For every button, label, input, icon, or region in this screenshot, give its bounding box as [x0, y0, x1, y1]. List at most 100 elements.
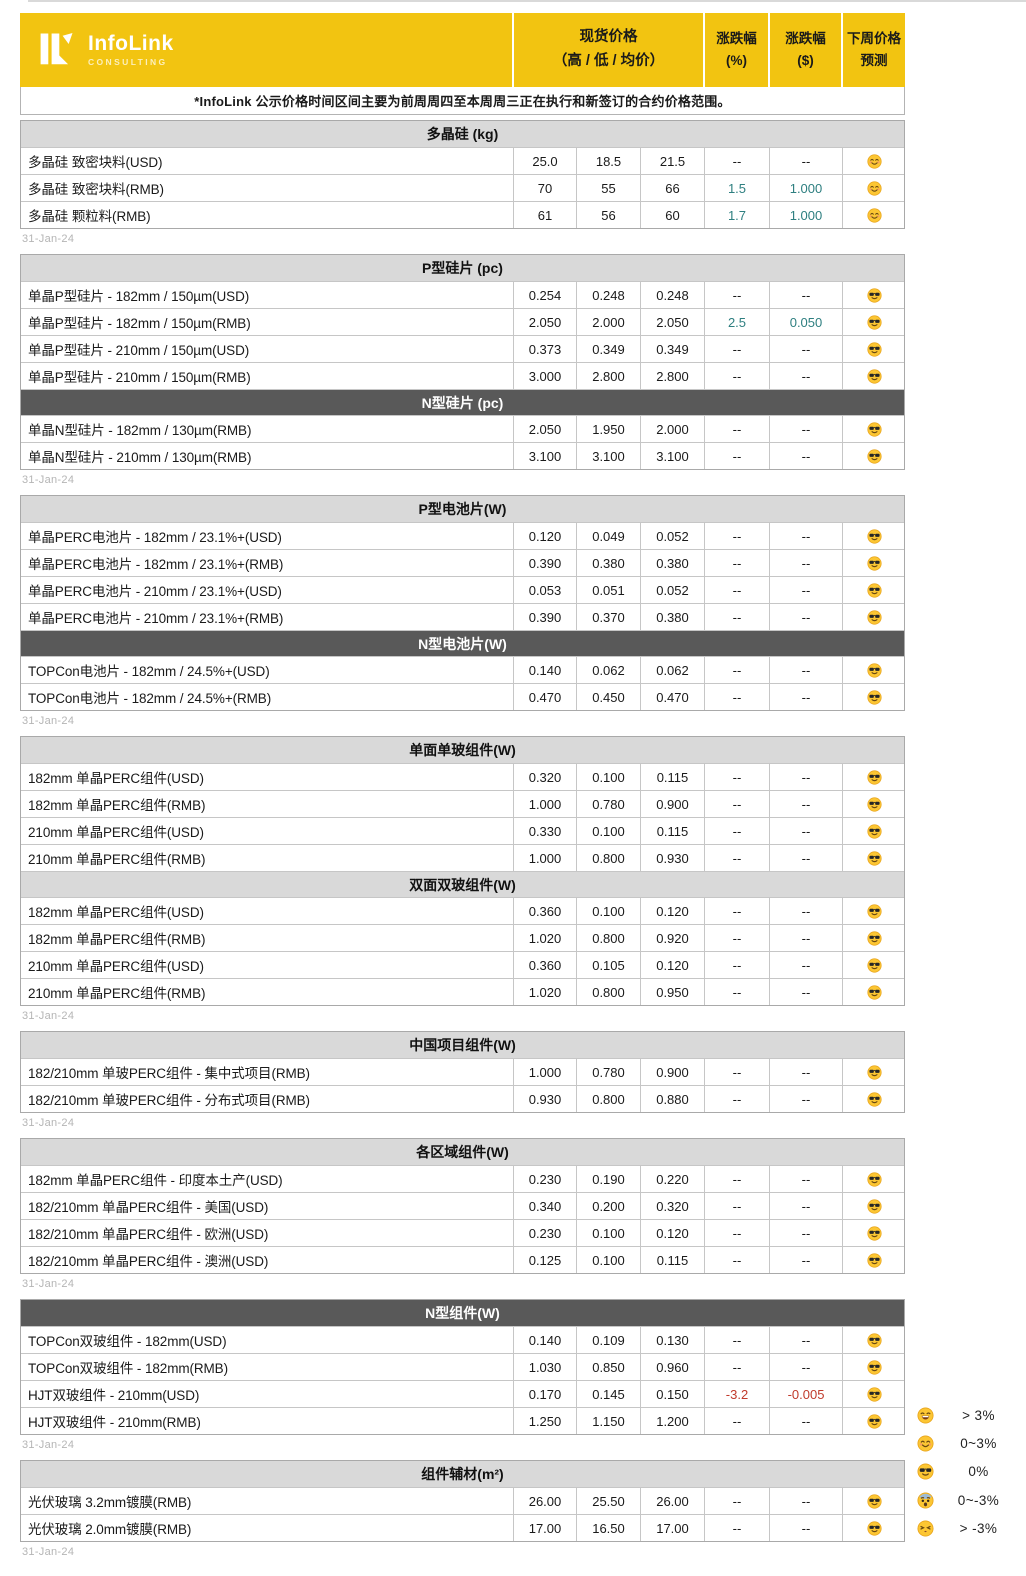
- forecast-cell: [842, 202, 906, 228]
- price-group: 中国项目组件(W) 182/210mm 单玻PERC组件 - 集中式项目(RMB)…: [20, 1031, 905, 1133]
- change-percent: --: [704, 845, 769, 871]
- section-header: P型电池片(W): [21, 496, 904, 522]
- section-header: N型电池片(W): [21, 630, 904, 656]
- date-label: 31-Jan-24: [22, 1546, 75, 1558]
- change-percent: --: [704, 791, 769, 817]
- table-row: 单晶N型硅片 - 182mm / 130µm(RMB) 2.050 1.950 2.0…: [21, 415, 904, 442]
- forecast-cell: [842, 1327, 906, 1353]
- sunglasses-emoji-icon: [867, 1198, 882, 1214]
- section-title: N型电池片(W): [418, 635, 507, 652]
- change-percent: --: [704, 1488, 769, 1514]
- legend-item: > 3%: [905, 1401, 1023, 1429]
- price-group: N型组件(W) TOPCon双玻组件 - 182mm(USD) 0.140 0.109…: [20, 1299, 905, 1455]
- change-usd: --: [769, 684, 842, 710]
- change-percent: --: [704, 1193, 769, 1219]
- row-label: TOPCon双玻组件 - 182mm(USD): [28, 1334, 227, 1349]
- legend-label: 0~3%: [960, 1436, 997, 1452]
- low-price: 0.380: [576, 550, 640, 576]
- low-price: 1.950: [576, 416, 640, 442]
- row-label: TOPCon双玻组件 - 182mm(RMB): [28, 1361, 228, 1376]
- average-price: 0.220: [640, 1166, 704, 1192]
- change-usd: --: [769, 523, 842, 549]
- sunglasses-emoji-icon: [867, 287, 882, 303]
- high-price: 2.050: [513, 309, 576, 335]
- high-price: 0.373: [513, 336, 576, 362]
- window-edge-line: [28, 0, 1026, 2]
- row-label: 182/210mm 单玻PERC组件 - 集中式项目(RMB): [28, 1066, 310, 1081]
- change-usd: --: [769, 1247, 842, 1273]
- low-price: 0.190: [576, 1166, 640, 1192]
- sunglasses-emoji-icon: [867, 1225, 882, 1241]
- row-label: 单晶PERC电池片 - 182mm / 23.1%+(USD): [28, 530, 282, 545]
- section-title: P型硅片 (pc): [422, 260, 503, 276]
- table-row: TOPCon双玻组件 - 182mm(RMB) 1.030 0.850 0.960 --…: [21, 1353, 904, 1380]
- change-usd: --: [769, 1408, 842, 1434]
- row-label: 182/210mm 单晶PERC组件 - 美国(USD): [28, 1200, 269, 1215]
- row-label: 单晶N型硅片 - 182mm / 130µm(RMB): [28, 423, 252, 438]
- row-label: 光伏玻璃 2.0mm镀膜(RMB): [28, 1522, 192, 1537]
- high-price: 0.930: [513, 1086, 576, 1112]
- sunglasses-emoji-icon: [867, 662, 882, 678]
- change-percent: --: [704, 979, 769, 1005]
- forecast-cell: [842, 764, 906, 790]
- change-percent: --: [704, 818, 769, 844]
- price-group: 单面单玻组件(W) 182mm 单晶PERC组件(USD) 0.320 0.100 0.…: [20, 736, 905, 1026]
- low-price: 55: [576, 175, 640, 201]
- forecast-cell: [842, 336, 906, 362]
- row-label: 单晶P型硅片 - 210mm / 150µm(USD): [28, 343, 250, 358]
- spot-price-title: 现货价格: [579, 29, 638, 46]
- sunglasses-emoji-icon: [867, 903, 882, 919]
- change-percent: --: [704, 416, 769, 442]
- average-price: 2.000: [640, 416, 704, 442]
- section-header: 组件辅材(m²): [21, 1461, 904, 1487]
- row-label: 182mm 单晶PERC组件(RMB): [28, 932, 206, 947]
- change-usd: --: [769, 550, 842, 576]
- average-price: 17.00: [640, 1515, 704, 1541]
- change-percent: --: [704, 1059, 769, 1085]
- table-row: 多晶硅 颗粒料(RMB) 61 56 60 1.7 1.000: [21, 201, 904, 228]
- change-usd: --: [769, 979, 842, 1005]
- high-price: 0.320: [513, 764, 576, 790]
- legend-item: 0%: [905, 1458, 1023, 1486]
- high-price: 0.230: [513, 1220, 576, 1246]
- high-price: 1.000: [513, 791, 576, 817]
- row-label: 单晶PERC电池片 - 210mm / 23.1%+(RMB): [28, 611, 284, 626]
- change-percent: --: [704, 550, 769, 576]
- infolink-logo: InfoLink CONSULTING: [20, 13, 512, 87]
- average-price: 66: [640, 175, 704, 201]
- high-price: 1.020: [513, 979, 576, 1005]
- average-price: 26.00: [640, 1488, 704, 1514]
- low-price: 0.370: [576, 604, 640, 630]
- change-usd: --: [769, 416, 842, 442]
- sunglasses-emoji-icon: [867, 796, 882, 812]
- high-price: 0.170: [513, 1381, 576, 1407]
- low-price: 0.100: [576, 1220, 640, 1246]
- change-percent: --: [704, 1166, 769, 1192]
- high-price: 61: [513, 202, 576, 228]
- change-percent: --: [704, 1247, 769, 1273]
- change-usd: --: [769, 336, 842, 362]
- section-title: 中国项目组件(W): [409, 1037, 516, 1053]
- sunglasses-emoji-icon: [867, 1520, 882, 1536]
- low-price: 0.105: [576, 952, 640, 978]
- forecast-cell: [842, 1059, 906, 1085]
- change-percent: 1.7: [704, 202, 769, 228]
- change-usd: --: [769, 1193, 842, 1219]
- table-row: HJT双玻组件 - 210mm(RMB) 1.250 1.150 1.200 -- --: [21, 1407, 904, 1434]
- infolink-logo-icon: [40, 32, 73, 65]
- row-label: 182/210mm 单玻PERC组件 - 分布式项目(RMB): [28, 1093, 310, 1108]
- change-usd: --: [769, 363, 842, 389]
- change-usd-title: 涨跌幅: [785, 30, 826, 46]
- row-label: 182mm 单晶PERC组件(USD): [28, 771, 204, 786]
- sunglasses-emoji-icon: [867, 1493, 882, 1509]
- change-usd: --: [769, 657, 842, 683]
- high-price: 26.00: [513, 1488, 576, 1514]
- change-usd: --: [769, 898, 842, 924]
- high-price: 1.000: [513, 1059, 576, 1085]
- change-usd: --: [769, 925, 842, 951]
- table-row: 单晶PERC电池片 - 182mm / 23.1%+(USD) 0.120 0.04…: [21, 522, 904, 549]
- section-header: P型硅片 (pc): [21, 255, 904, 281]
- sunglasses-emoji-icon: [867, 957, 882, 973]
- table-row: 182mm 单晶PERC组件(RMB) 1.020 0.800 0.920 -- --: [21, 924, 904, 951]
- legend-item: 0~-3%: [905, 1486, 1023, 1514]
